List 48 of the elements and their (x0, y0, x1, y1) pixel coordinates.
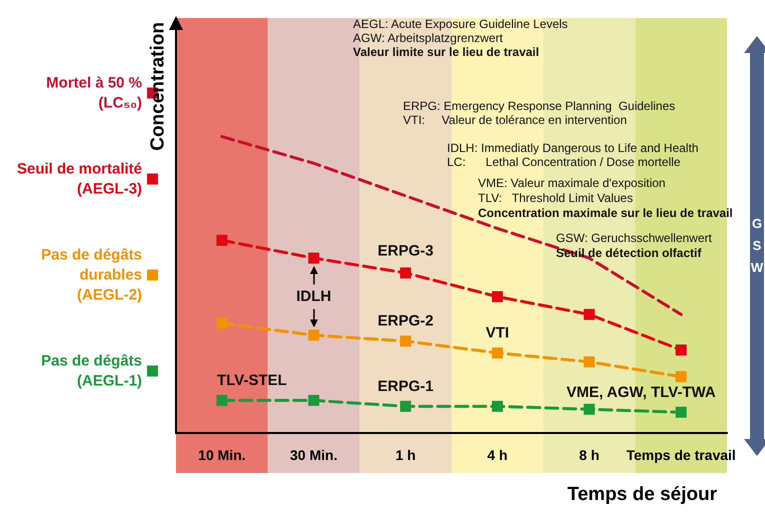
x-tick-label: 4 h (487, 447, 508, 463)
point (308, 394, 320, 406)
point (676, 371, 687, 382)
point (308, 252, 320, 264)
legend-label: Mortel à 50 % (LC₅₀) (46, 74, 142, 112)
point (308, 330, 320, 341)
annotation: IDLH (296, 288, 332, 306)
x-axis-title: Temps de séjour (567, 484, 718, 505)
annotation: ERPG-3 (378, 242, 434, 260)
point (492, 291, 503, 302)
point (676, 344, 687, 356)
text: VTI: Valeur de tolérance en intervention (403, 113, 627, 127)
annotation: LC: Lethal Concentration / Dose mortelle (447, 155, 681, 169)
point (216, 394, 228, 406)
legend-label: Seuil de mortalité (AEGL-3) (16, 160, 142, 198)
point (400, 267, 412, 278)
point (584, 404, 595, 415)
x-tick-label: 30 Min. (290, 447, 338, 463)
annotation: VTI (486, 324, 510, 342)
text: ERPG: Emergency Response Planning Guidelines (403, 99, 676, 113)
x-tick-label: 1 h (395, 447, 416, 463)
annotation: TLV-STEL (217, 372, 287, 389)
text: AGW: Arbeitsplatzgrenzwert (353, 31, 504, 45)
legend-label: Pas de dégâts durables (AEGL-2) (41, 246, 142, 304)
annotation: VME: Valeur maximale d'exposition (478, 176, 666, 190)
x-tick-label: 8 h (579, 447, 600, 463)
annotation: ERPG-2 (378, 312, 434, 330)
point (400, 400, 412, 412)
annotation: ERPG-1 (378, 378, 434, 395)
text: GSW (750, 215, 764, 277)
x-tick-label: Temps de travail (626, 447, 736, 463)
point (584, 356, 595, 368)
point (400, 336, 412, 347)
point (492, 400, 503, 412)
point (492, 347, 503, 358)
x-tick-label: 10 Min. (198, 447, 246, 463)
point (216, 234, 228, 246)
legend-label: Pas de dégâts (AEGL-1) (41, 352, 142, 390)
point (584, 308, 595, 320)
text: Valeur limite sur le lieu de travail (353, 45, 540, 59)
annotation: GSW: Geruchsschwellenwert (556, 231, 712, 245)
y-axis-title: Concentration (148, 22, 168, 151)
text: AEGL: Acute Exposure Guideline Levels (353, 17, 568, 31)
annotation: VME, AGW, TLV-TWA (566, 384, 716, 401)
annotation: IDLH: Immediatly Dangerous to Life and Health (447, 141, 698, 155)
annotation: TLV: Threshold Limit Values (478, 191, 633, 205)
point (216, 318, 228, 329)
point (676, 406, 687, 418)
